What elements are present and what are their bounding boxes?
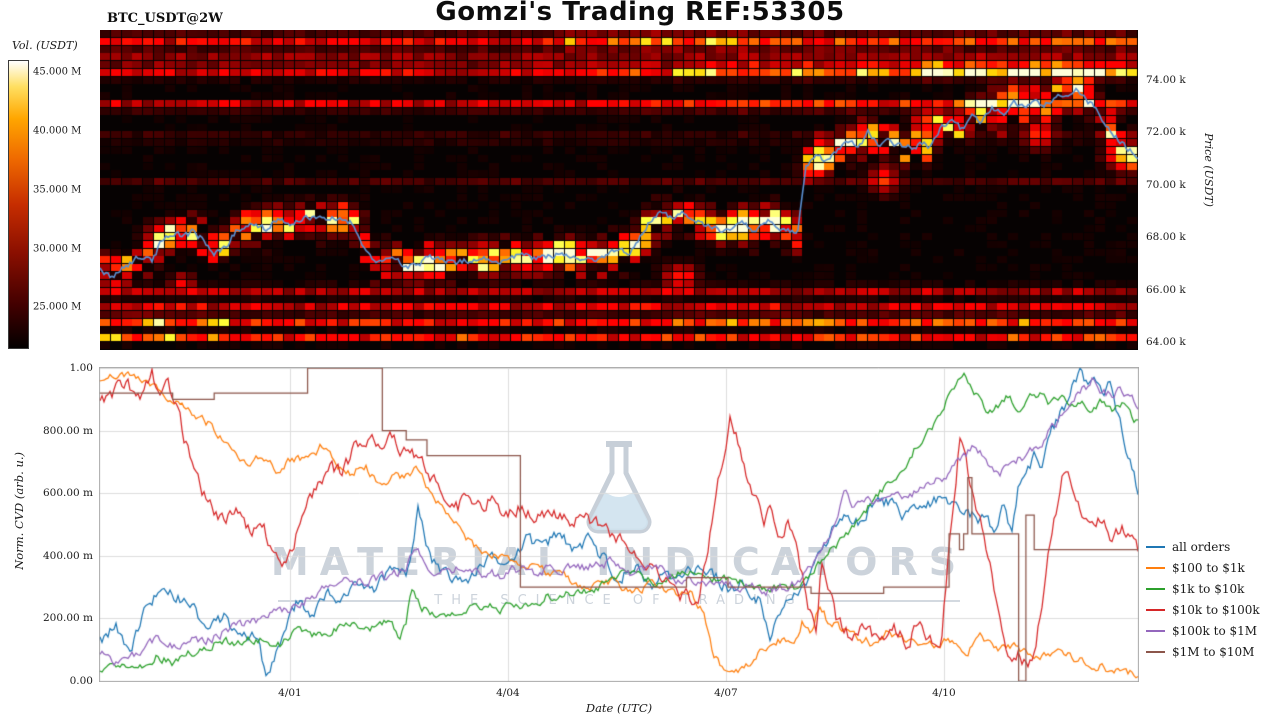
cvd-y-tick-label: 400.00 m (42, 549, 93, 562)
legend-label: $1k to $10k (1172, 582, 1245, 596)
orderbook-heatmap-canvas (100, 30, 1138, 350)
cvd-y-tick-label: 0.00 (69, 675, 93, 687)
colorbar-tick-label: 30.000 M (33, 243, 82, 255)
price-tick-label: 70.00 k (1146, 178, 1186, 191)
price-tick-label: 74.00 k (1146, 73, 1186, 86)
cvd-y-tick-label: 200.00 m (42, 612, 93, 625)
cvd-chart-canvas (99, 367, 1139, 682)
price-axis-title: Price (USDT) (1202, 133, 1215, 207)
legend-line-swatch (1146, 567, 1165, 569)
colorbar-tick-label: 40.000 M (33, 125, 82, 137)
price-tick-label: 68.00 k (1146, 231, 1186, 244)
legend-item-10k-100k: $10k to $100k (1146, 603, 1260, 617)
colorbar-title: Vol. (USDT) (12, 39, 78, 52)
legend-line-swatch (1146, 588, 1165, 590)
price-tick-label: 66.00 k (1146, 283, 1186, 296)
legend: all orders $100 to $1k $1k to $10k $10k … (1146, 540, 1260, 659)
legend-label: $100 to $1k (1172, 561, 1245, 575)
cvd-x-tick-label: 4/07 (714, 687, 738, 699)
colorbar-tick-label: 45.000 M (33, 66, 82, 78)
cvd-y-tick-label: 1.00 (69, 362, 93, 374)
symbol-label: BTC_USDT@2W (107, 11, 223, 26)
legend-item-1k-10k: $1k to $10k (1146, 582, 1260, 596)
legend-item-all-orders: all orders (1146, 540, 1260, 554)
cvd-x-axis-title: Date (UTC) (585, 701, 653, 715)
price-tick-label: 64.00 k (1146, 336, 1186, 349)
colorbar-tick-label: 25.000 M (33, 301, 82, 313)
legend-line-swatch (1146, 609, 1165, 611)
cvd-y-tick-label: 800.00 m (42, 424, 93, 437)
cvd-y-tick-label: 600.00 m (42, 487, 93, 500)
legend-label: $100k to $1M (1172, 624, 1258, 638)
price-tick-label: 72.00 k (1146, 126, 1186, 139)
legend-label: all orders (1172, 540, 1231, 554)
legend-item-1m-10m: $1M to $10M (1146, 645, 1260, 659)
cvd-x-tick-label: 4/01 (278, 687, 302, 699)
legend-line-swatch (1146, 630, 1165, 632)
legend-item-100-1k: $100 to $1k (1146, 561, 1260, 575)
page-title: Gomzi's Trading REF:53305 (435, 0, 845, 27)
colorbar-tick-label: 35.000 M (33, 184, 82, 196)
legend-line-swatch (1146, 651, 1165, 653)
legend-item-100k-1m: $100k to $1M (1146, 624, 1260, 638)
volume-colorbar (8, 60, 29, 349)
legend-label: $1M to $10M (1172, 645, 1255, 659)
cvd-x-tick-label: 4/04 (496, 687, 520, 699)
legend-line-swatch (1146, 546, 1165, 548)
legend-label: $10k to $100k (1172, 603, 1260, 617)
cvd-x-tick-label: 4/10 (932, 687, 956, 699)
